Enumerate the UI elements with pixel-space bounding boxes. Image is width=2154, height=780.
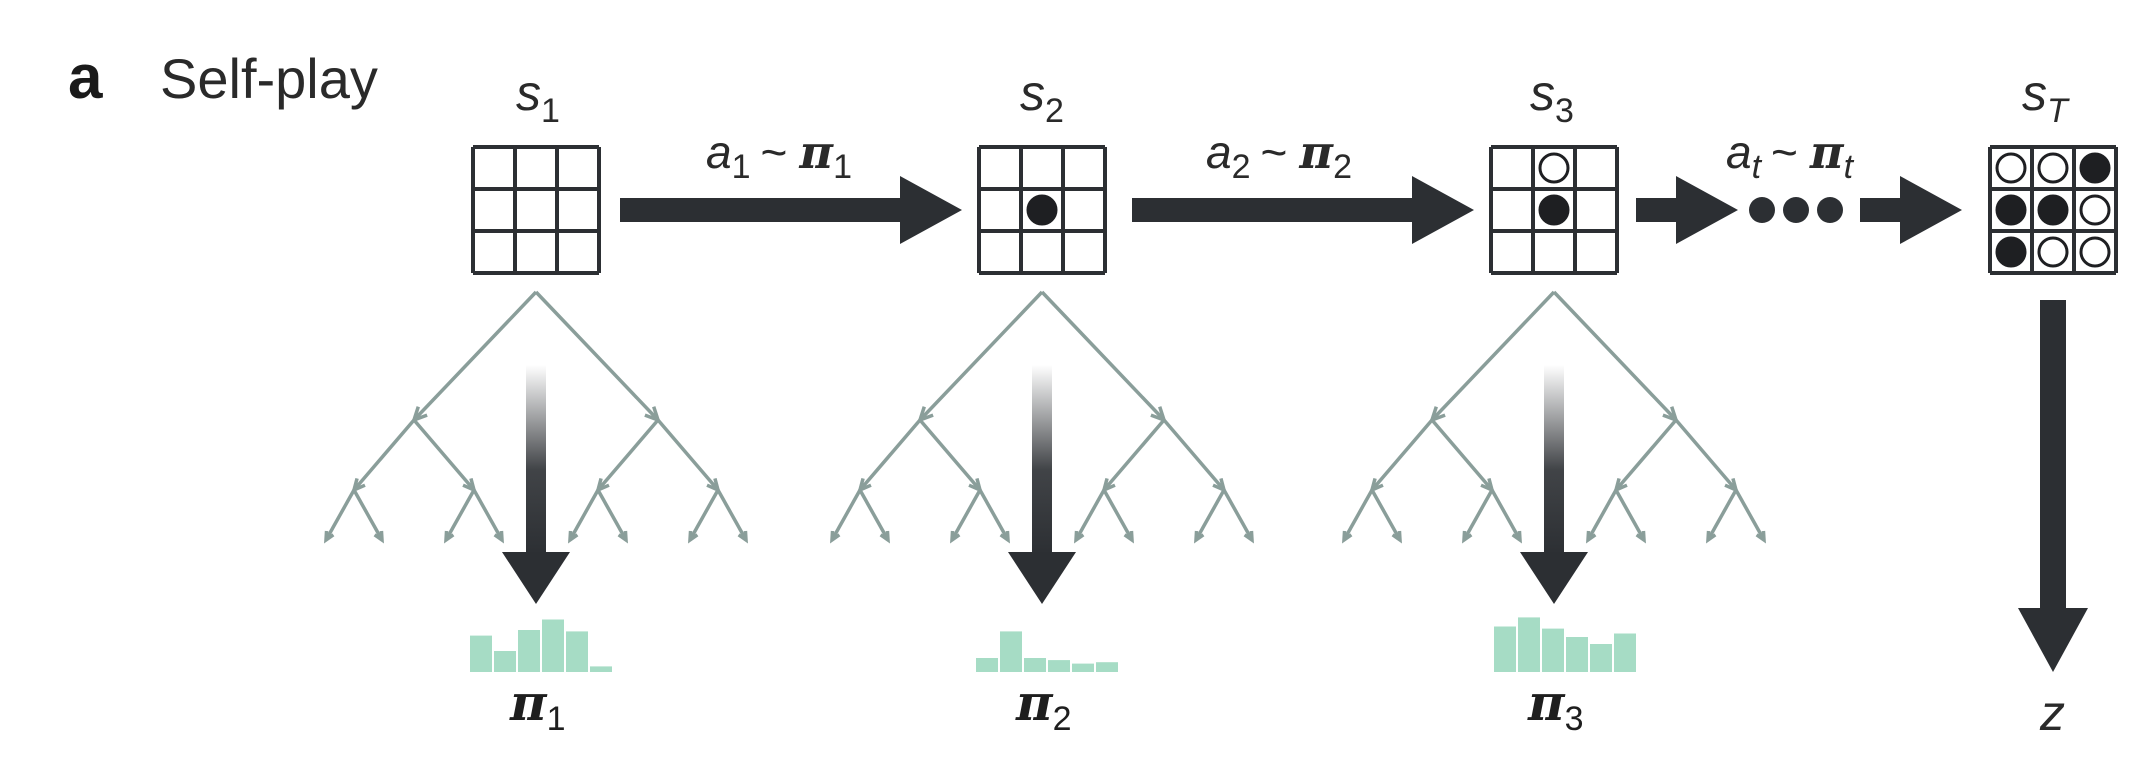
policy-bar bbox=[1096, 662, 1118, 672]
policy-label-2: π2 bbox=[1015, 673, 1072, 738]
transition-arrow-4 bbox=[1860, 176, 1962, 244]
policy-bar bbox=[1590, 644, 1612, 672]
state-label-sT: sT bbox=[2022, 65, 2070, 130]
black-stone bbox=[1995, 236, 2027, 268]
white-stone bbox=[1538, 152, 1570, 184]
policy-label-3: π3 bbox=[1527, 673, 1584, 738]
policy-bar bbox=[1614, 633, 1636, 672]
go-board-icon bbox=[471, 145, 601, 275]
black-stone bbox=[1026, 194, 1058, 226]
white-stone bbox=[2037, 152, 2069, 184]
outcome-arrow bbox=[2018, 300, 2088, 672]
policy-bar bbox=[976, 658, 998, 672]
action-label-1: a1 ~ π1 bbox=[706, 125, 852, 186]
policy-bar bbox=[590, 666, 612, 672]
black-stone bbox=[2079, 152, 2111, 184]
outcome-label: z bbox=[2039, 685, 2065, 741]
state-label-s1: s1 bbox=[516, 65, 560, 130]
white-stone bbox=[2079, 236, 2111, 268]
state-label-s2: s2 bbox=[1020, 65, 1064, 130]
policy-bar bbox=[1518, 617, 1540, 672]
transition-arrow-2 bbox=[1132, 176, 1474, 244]
panel-title: Self-play bbox=[160, 47, 378, 110]
policy-bar bbox=[1566, 637, 1588, 672]
policy-bar bbox=[542, 619, 564, 672]
policy-bar bbox=[470, 635, 492, 672]
mcts-search-tree bbox=[1342, 290, 1766, 544]
policy-bar bbox=[1542, 628, 1564, 672]
white-stone bbox=[1995, 152, 2027, 184]
state-label-s3: s3 bbox=[1530, 65, 1574, 130]
policy-bar bbox=[1494, 626, 1516, 672]
policy-distribution-2 bbox=[976, 631, 1118, 672]
policy-bar bbox=[1072, 663, 1094, 672]
search-to-policy-arrow-2 bbox=[1008, 365, 1076, 604]
policy-bar bbox=[1024, 658, 1046, 672]
black-stone bbox=[1995, 194, 2027, 226]
mcts-search-tree bbox=[830, 290, 1254, 544]
mcts-search-tree bbox=[324, 290, 748, 544]
policy-distribution-3 bbox=[1494, 617, 1636, 672]
black-stone bbox=[1538, 194, 1570, 226]
black-stone bbox=[2037, 194, 2069, 226]
search-to-policy-arrow-3 bbox=[1520, 365, 1588, 604]
transition-arrow-1 bbox=[620, 176, 962, 244]
go-board-icon bbox=[977, 145, 1107, 275]
go-board-icon bbox=[1489, 145, 1619, 275]
ellipsis-dots-icon bbox=[1749, 197, 1843, 223]
panel-letter: a bbox=[68, 43, 103, 112]
white-stone bbox=[2037, 236, 2069, 268]
policy-label-1: π1 bbox=[509, 673, 566, 738]
policy-distribution-1 bbox=[470, 619, 612, 672]
policy-bar bbox=[1048, 660, 1070, 672]
go-board-icon bbox=[1988, 145, 2118, 275]
policy-bar bbox=[1000, 631, 1022, 672]
white-stone bbox=[2079, 194, 2111, 226]
action-label-t: at ~ πt bbox=[1726, 125, 1855, 186]
policy-bar bbox=[566, 631, 588, 672]
policy-bar bbox=[494, 651, 516, 672]
action-label-2: a2 ~ π2 bbox=[1206, 125, 1352, 186]
transition-arrow-3 bbox=[1636, 176, 1738, 244]
policy-bar bbox=[518, 630, 540, 672]
search-to-policy-arrow-1 bbox=[502, 365, 570, 604]
